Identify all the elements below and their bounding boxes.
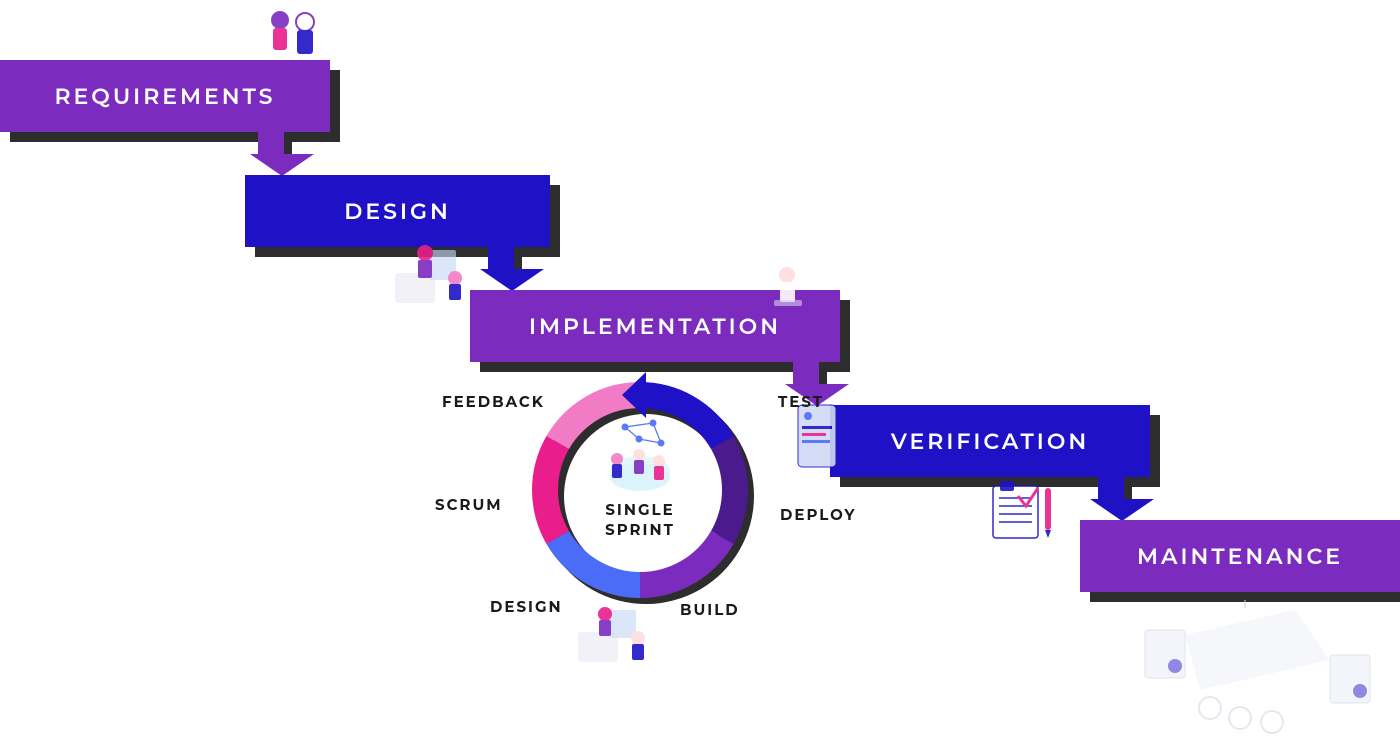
sprint-label-test: TEST (778, 392, 824, 411)
sprint-label-deploy: DEPLOY (780, 505, 857, 524)
sprint-center-line2: SPRINT (595, 520, 685, 540)
arrow-shaft-verification (1098, 477, 1126, 501)
arrow-shaft-implementation (793, 362, 821, 386)
people-requirements-icon (255, 0, 335, 75)
sprint-label-scrum: SCRUM (435, 495, 503, 514)
people-build-icon (570, 600, 665, 680)
sprint-label-feedback: FEEDBACK (442, 392, 545, 411)
stage-box-maintenance: MAINTENANCE (1080, 520, 1400, 592)
arrow-shaft-design (488, 247, 516, 271)
stage-box-design: DESIGN (245, 175, 550, 247)
arrow-shaft-shadow (284, 132, 292, 156)
arrow-head-requirements (250, 154, 314, 176)
sprint-label-build: BUILD (680, 600, 740, 619)
checklist-icon (988, 478, 1063, 548)
tablet-verification-icon (790, 400, 845, 485)
arrow-shaft-shadow (1124, 477, 1132, 501)
people-design-icon (385, 238, 480, 318)
person-implementation-icon (762, 260, 817, 315)
stage-design: DESIGN (245, 175, 550, 247)
stage-box-verification: VERIFICATION (830, 405, 1150, 477)
arrow-shaft-shadow (514, 247, 522, 271)
arrow-shaft-shadow (819, 362, 827, 386)
sprint-label-design: DESIGN (490, 597, 563, 616)
stage-verification: VERIFICATION (830, 405, 1150, 477)
arrow-shaft-requirements (258, 132, 286, 156)
arrow-head-verification (1090, 499, 1154, 521)
arrow-head-design (480, 269, 544, 291)
stage-maintenance: MAINTENANCE (1080, 520, 1400, 592)
sprint-center-line1: SINGLE (595, 500, 685, 520)
sprint-center-label: SINGLESPRINT (595, 500, 685, 539)
sprint-center-icon (595, 415, 685, 505)
servers-maintenance-icon (1140, 600, 1380, 740)
